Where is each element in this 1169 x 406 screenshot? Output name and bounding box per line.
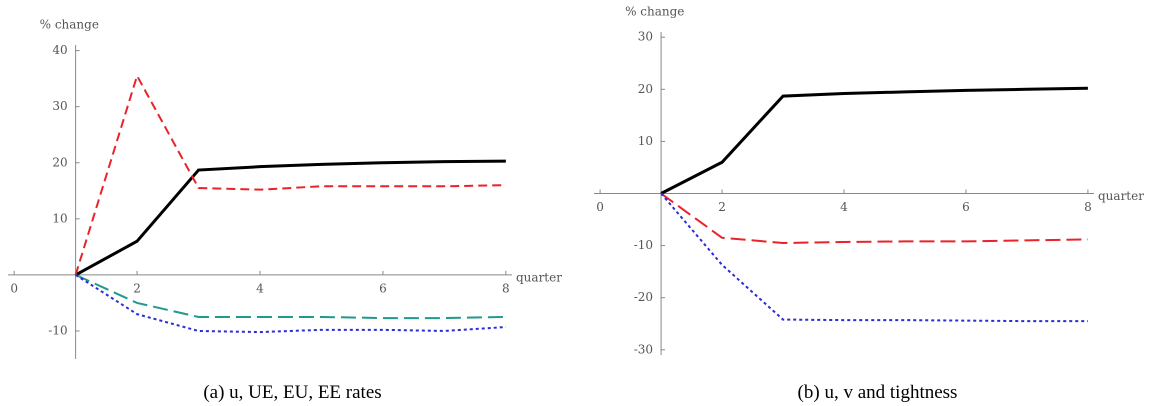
x-tick-label: 2 bbox=[718, 200, 726, 214]
y-tick-label: -20 bbox=[634, 290, 653, 304]
series-line bbox=[75, 273, 506, 320]
x-tick-label: 4 bbox=[256, 281, 264, 295]
x-tick-label: 0 bbox=[596, 200, 604, 214]
x-axis-label: quarter bbox=[1098, 189, 1144, 203]
y-axis-label: % change bbox=[40, 18, 99, 32]
x-tick-label: 8 bbox=[502, 281, 510, 295]
y-tick-label: 30 bbox=[52, 99, 67, 113]
caption: (b) u, v and tightness bbox=[797, 382, 958, 403]
y-tick-label: 10 bbox=[52, 211, 67, 225]
x-tick-label: 0 bbox=[10, 281, 18, 295]
y-tick-label: 40 bbox=[52, 43, 67, 57]
series-line bbox=[660, 192, 1088, 244]
x-tick-label: 2 bbox=[133, 281, 141, 295]
y-tick-label: 10 bbox=[638, 134, 653, 148]
series-line bbox=[74, 73, 506, 276]
x-axis-label: quarter bbox=[516, 270, 562, 284]
series-line bbox=[75, 274, 506, 334]
y-tick-label: -30 bbox=[634, 342, 653, 356]
y-tick-label: 30 bbox=[638, 30, 653, 44]
y-tick-label: 20 bbox=[638, 82, 653, 96]
series-line bbox=[660, 86, 1088, 195]
y-axis-label: % change bbox=[625, 5, 684, 19]
x-tick-label: 6 bbox=[962, 200, 970, 214]
series-line bbox=[74, 159, 506, 277]
series-line bbox=[660, 192, 1088, 323]
caption: (a) u, UE, EU, EE rates bbox=[203, 382, 382, 403]
x-tick-label: 6 bbox=[379, 281, 387, 295]
y-tick-label: -10 bbox=[48, 323, 67, 337]
y-tick-label: 20 bbox=[52, 155, 67, 169]
panel-a: 0 2 4 6 8 -10 10 20 30 40 % change quarter bbox=[8, 18, 562, 359]
x-tick-label: 4 bbox=[840, 200, 848, 214]
y-tick-label: -10 bbox=[634, 238, 653, 252]
panel-b: 0 2 4 6 8 -30 -20 -10 10 20 30 % change quarter bbox=[594, 5, 1144, 356]
x-tick-label: 8 bbox=[1084, 200, 1092, 214]
